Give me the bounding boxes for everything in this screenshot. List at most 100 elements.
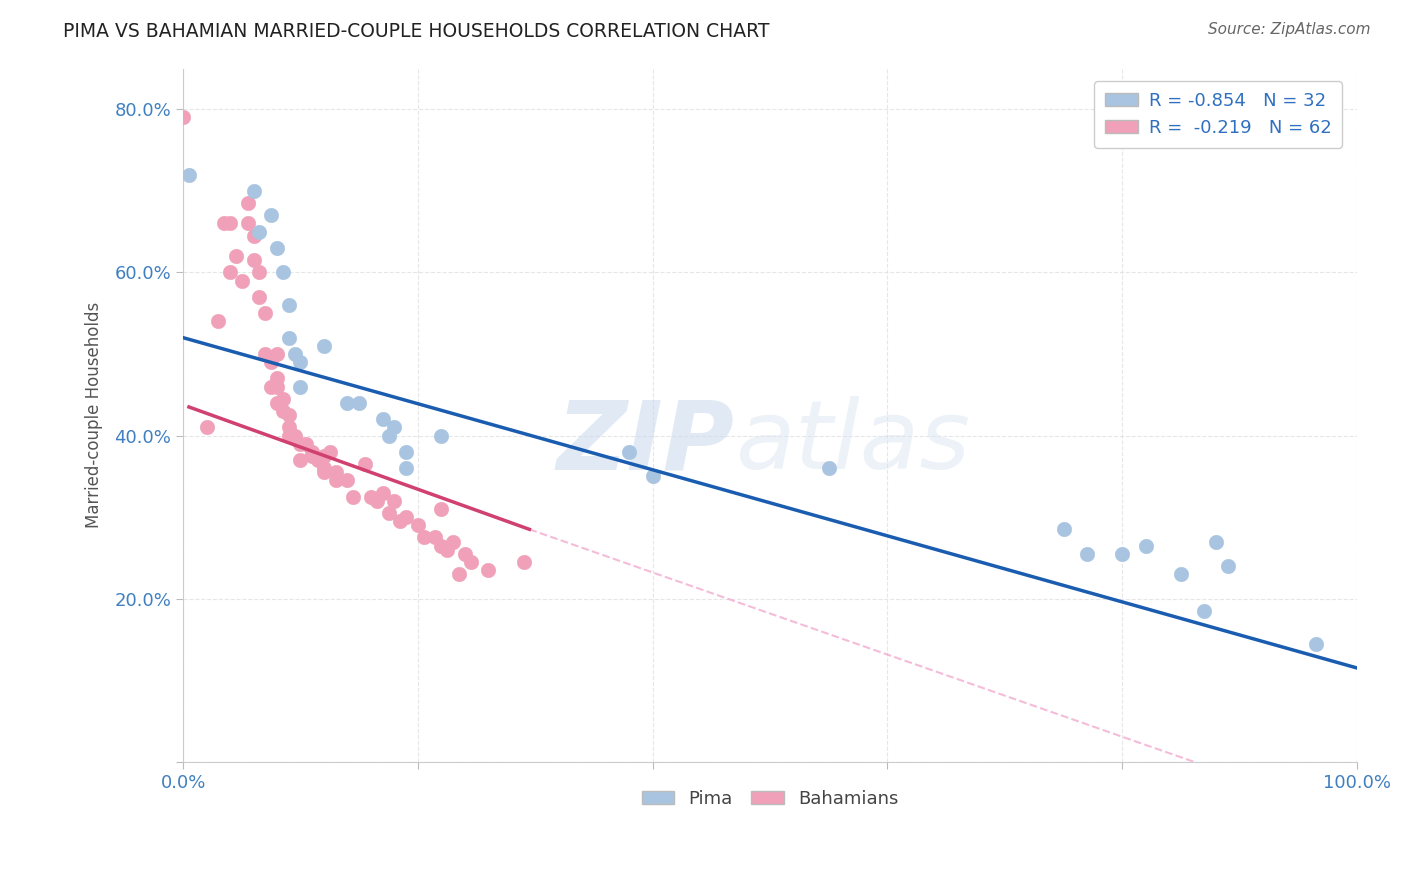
Text: atlas: atlas bbox=[735, 396, 970, 490]
Point bbox=[319, 445, 342, 459]
Point bbox=[447, 567, 470, 582]
Point bbox=[247, 225, 270, 239]
Point bbox=[177, 168, 200, 182]
Y-axis label: Married-couple Households: Married-couple Households bbox=[86, 302, 103, 528]
Point bbox=[284, 428, 307, 442]
Point bbox=[366, 493, 388, 508]
Point bbox=[641, 469, 664, 483]
Point bbox=[1076, 547, 1098, 561]
Point bbox=[254, 347, 277, 361]
Point bbox=[231, 274, 253, 288]
Point bbox=[266, 396, 288, 410]
Point bbox=[347, 396, 370, 410]
Point bbox=[430, 502, 453, 516]
Point bbox=[266, 241, 288, 255]
Point bbox=[817, 461, 839, 475]
Point bbox=[236, 217, 259, 231]
Point bbox=[430, 539, 453, 553]
Point bbox=[1216, 559, 1239, 574]
Point bbox=[295, 436, 318, 450]
Point bbox=[242, 184, 264, 198]
Point bbox=[277, 420, 299, 434]
Point bbox=[371, 485, 394, 500]
Point bbox=[271, 392, 294, 406]
Point bbox=[371, 412, 394, 426]
Point bbox=[354, 457, 377, 471]
Point bbox=[1111, 547, 1133, 561]
Point bbox=[266, 379, 288, 393]
Point bbox=[325, 474, 347, 488]
Point bbox=[1194, 604, 1216, 618]
Point bbox=[617, 445, 640, 459]
Point bbox=[312, 339, 335, 353]
Point bbox=[219, 217, 242, 231]
Point bbox=[360, 490, 382, 504]
Point bbox=[207, 314, 229, 328]
Point bbox=[254, 306, 277, 320]
Point bbox=[384, 493, 406, 508]
Point bbox=[307, 453, 329, 467]
Point bbox=[395, 445, 418, 459]
Point bbox=[225, 249, 247, 263]
Point bbox=[290, 453, 312, 467]
Point bbox=[172, 111, 194, 125]
Point bbox=[1305, 636, 1327, 650]
Point bbox=[242, 253, 264, 268]
Point bbox=[312, 449, 335, 463]
Point bbox=[271, 404, 294, 418]
Point bbox=[277, 428, 299, 442]
Point bbox=[260, 379, 283, 393]
Point bbox=[301, 449, 323, 463]
Point bbox=[1135, 539, 1157, 553]
Point bbox=[1052, 522, 1074, 536]
Point bbox=[336, 396, 359, 410]
Point bbox=[277, 298, 299, 312]
Point bbox=[436, 542, 458, 557]
Point bbox=[425, 531, 447, 545]
Point bbox=[277, 408, 299, 422]
Point bbox=[284, 347, 307, 361]
Point bbox=[342, 490, 364, 504]
Point bbox=[336, 474, 359, 488]
Point bbox=[260, 208, 283, 222]
Point bbox=[212, 217, 235, 231]
Text: Source: ZipAtlas.com: Source: ZipAtlas.com bbox=[1208, 22, 1371, 37]
Point bbox=[266, 371, 288, 385]
Point bbox=[512, 555, 534, 569]
Point bbox=[301, 445, 323, 459]
Point bbox=[377, 428, 399, 442]
Point bbox=[406, 518, 429, 533]
Point bbox=[377, 506, 399, 520]
Point bbox=[290, 436, 312, 450]
Point bbox=[219, 265, 242, 279]
Point bbox=[412, 531, 434, 545]
Point bbox=[236, 196, 259, 211]
Point bbox=[312, 465, 335, 479]
Point bbox=[277, 331, 299, 345]
Point bbox=[260, 355, 283, 369]
Point bbox=[242, 228, 264, 243]
Text: PIMA VS BAHAMIAN MARRIED-COUPLE HOUSEHOLDS CORRELATION CHART: PIMA VS BAHAMIAN MARRIED-COUPLE HOUSEHOL… bbox=[63, 22, 769, 41]
Text: ZIP: ZIP bbox=[557, 396, 735, 490]
Point bbox=[477, 563, 499, 577]
Point bbox=[195, 420, 218, 434]
Point bbox=[430, 428, 453, 442]
Point bbox=[312, 461, 335, 475]
Point bbox=[247, 290, 270, 304]
Point bbox=[395, 510, 418, 524]
Point bbox=[460, 555, 482, 569]
Point bbox=[290, 355, 312, 369]
Legend: Pima, Bahamians: Pima, Bahamians bbox=[634, 782, 905, 815]
Point bbox=[290, 379, 312, 393]
Point bbox=[389, 514, 412, 528]
Point bbox=[247, 265, 270, 279]
Point bbox=[395, 461, 418, 475]
Point bbox=[325, 465, 347, 479]
Point bbox=[384, 420, 406, 434]
Point bbox=[1205, 534, 1227, 549]
Point bbox=[1170, 567, 1192, 582]
Point bbox=[441, 534, 464, 549]
Point bbox=[271, 265, 294, 279]
Point bbox=[266, 347, 288, 361]
Point bbox=[454, 547, 477, 561]
